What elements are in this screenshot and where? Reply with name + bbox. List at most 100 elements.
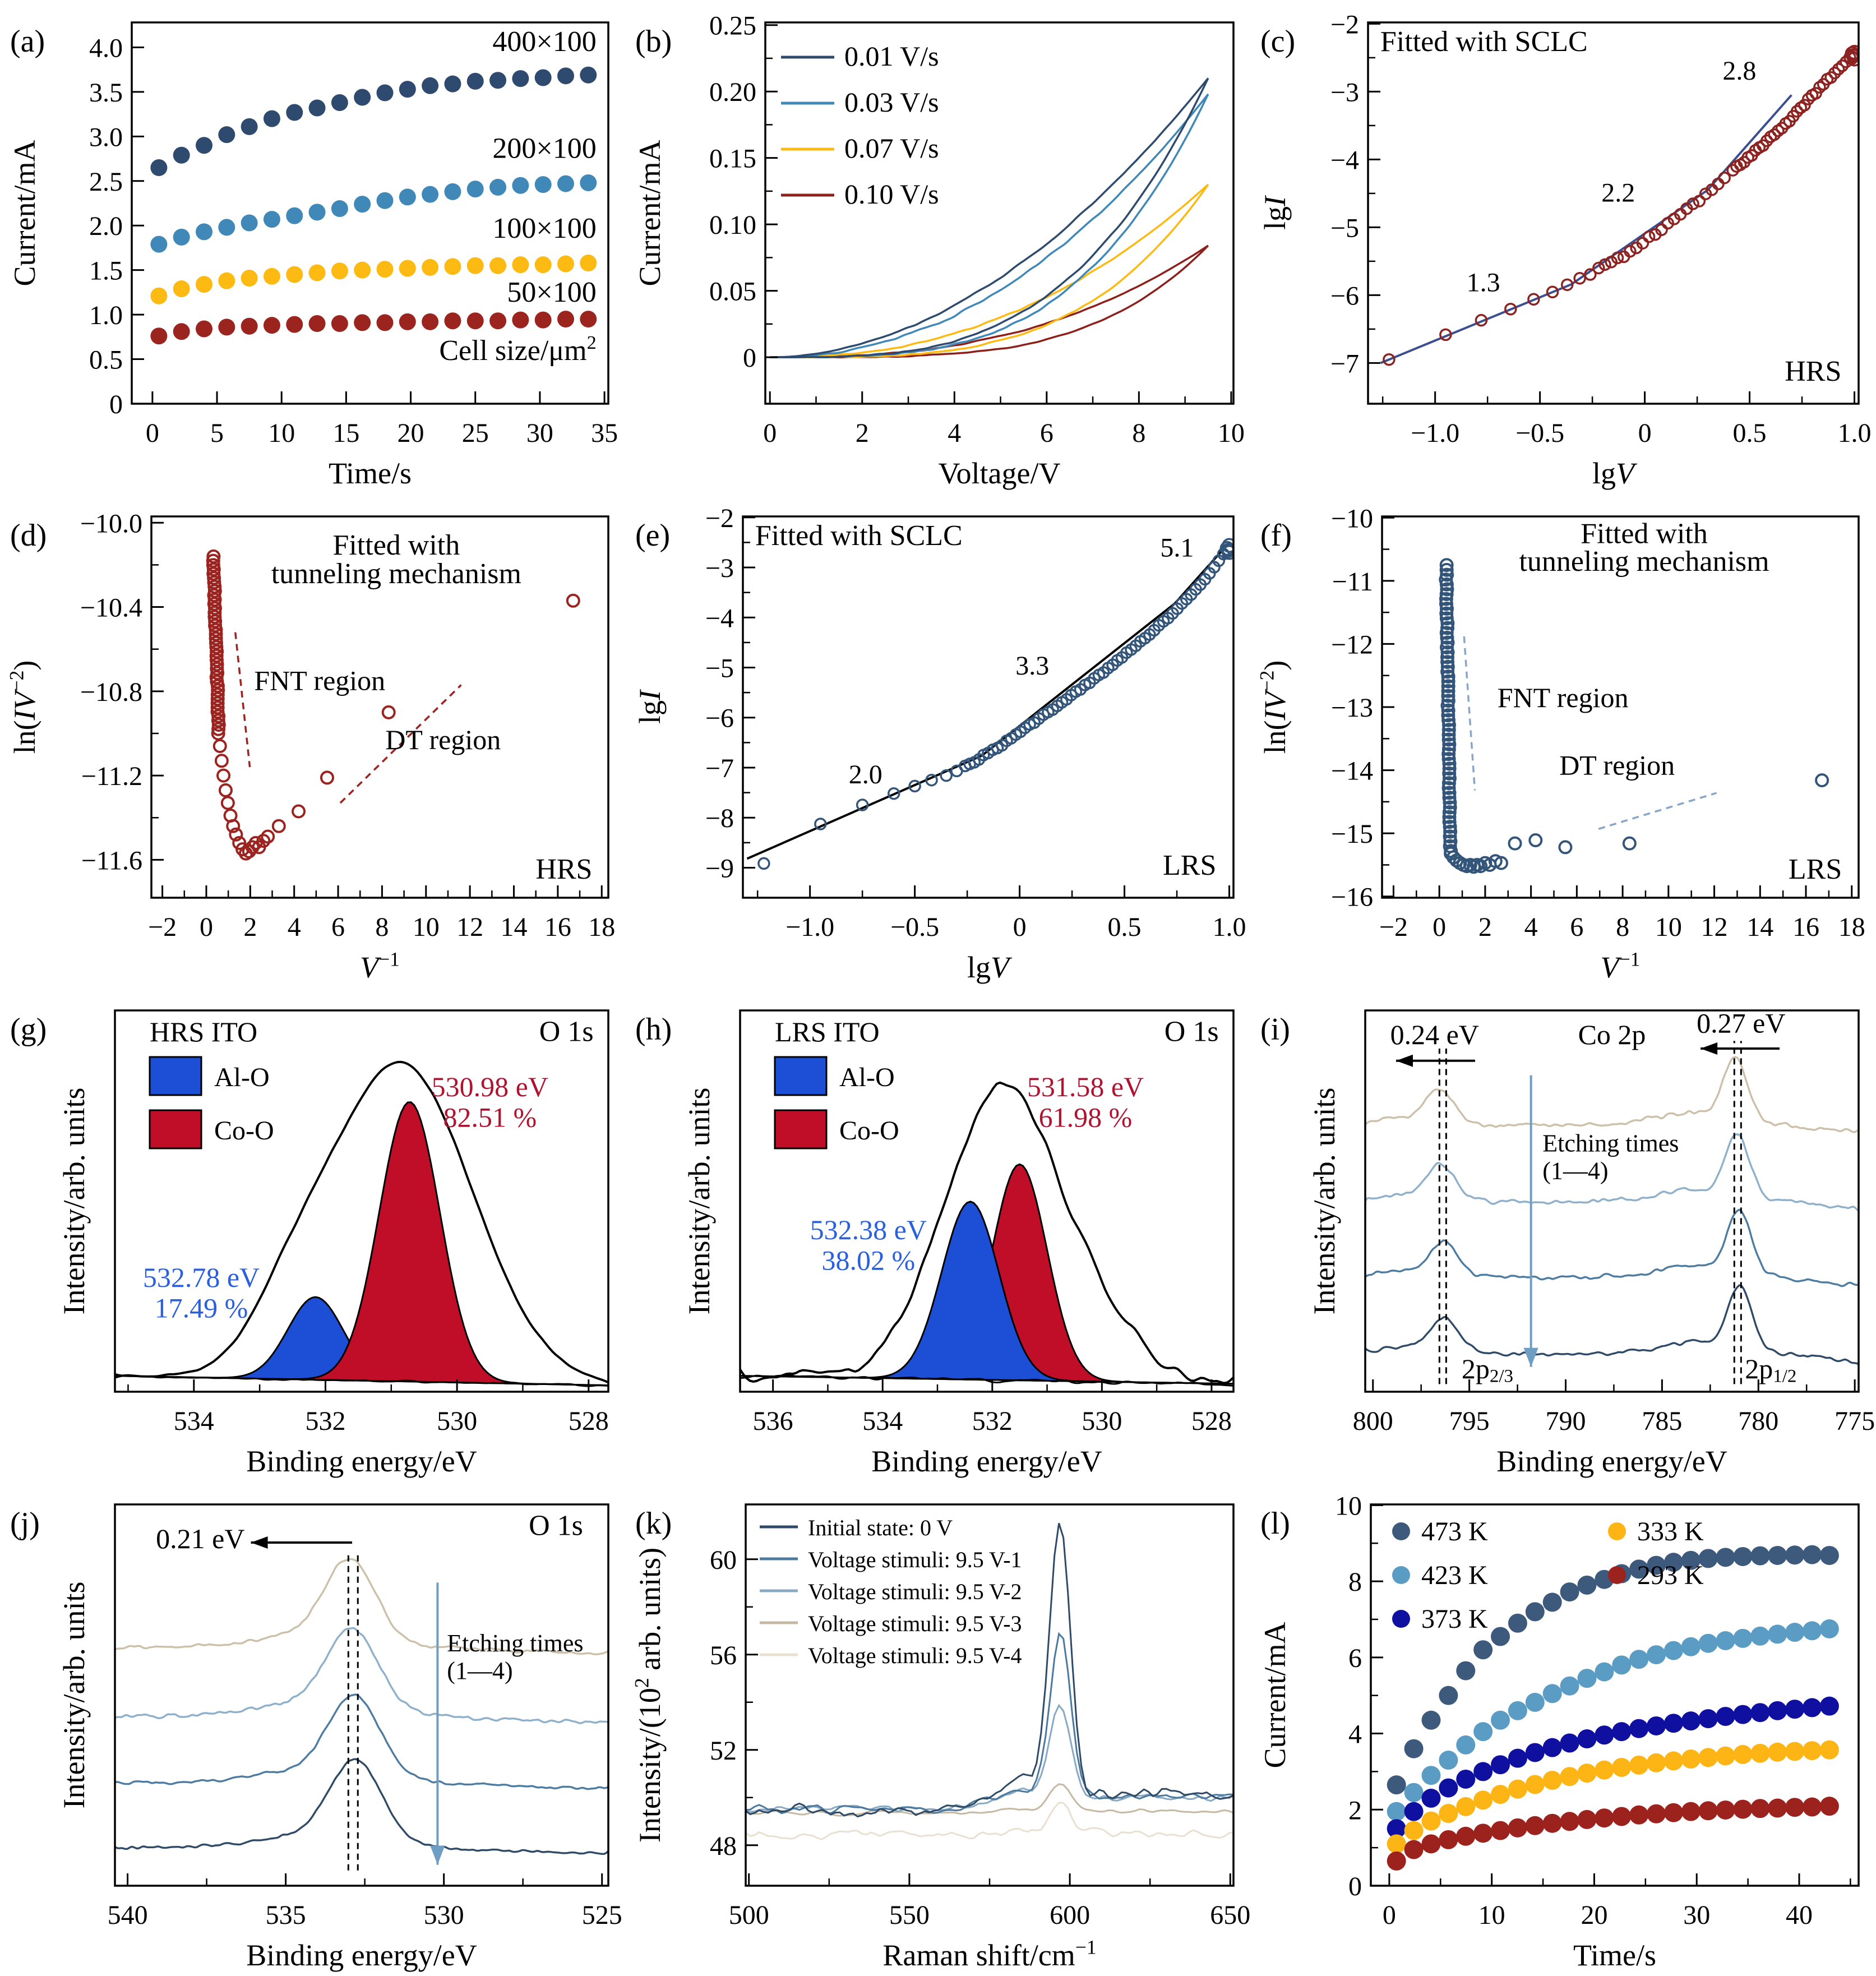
data-point (173, 280, 190, 298)
x-tick-label: 5 (210, 418, 224, 448)
y-tick-label: −10.8 (80, 677, 142, 707)
data-point (218, 783, 233, 797)
data-point (1785, 1798, 1805, 1817)
y-tick-label: −10.4 (80, 593, 142, 623)
annotation: DT region (385, 724, 501, 755)
y-tick-label: 8 (1348, 1567, 1362, 1597)
panel-letter: (h) (635, 1012, 672, 1047)
data-point (286, 104, 303, 121)
data-point (1750, 1626, 1770, 1646)
plot-content (115, 1552, 608, 1871)
legend-label: Al-O (839, 1063, 895, 1092)
legend-swatch (774, 1056, 828, 1096)
y-axis-title: Intensity/arb. units (682, 1088, 716, 1315)
x-tick-label: 10 (413, 912, 440, 942)
data-point (1664, 1714, 1683, 1733)
annotation: HRS (1785, 356, 1841, 387)
data-point (1768, 1742, 1787, 1762)
data-point (1832, 63, 1845, 76)
data-point (1595, 1725, 1614, 1745)
annotation: Fitted with SCLC (1380, 26, 1588, 58)
legend-swatch (1392, 1610, 1410, 1628)
x-tick-label: 550 (889, 1900, 930, 1930)
data-point (1846, 48, 1859, 63)
data-point (1441, 674, 1455, 689)
data-point (1383, 353, 1396, 366)
legend-label: Co-O (214, 1116, 274, 1146)
panel-c-chart: −1.0 −0.5 0 0.5 1.0 −7 −6 −5 −4 −3 −2 (c) lgV lgI Fitt… (1258, 10, 1872, 490)
y-tick-label: 0 (109, 390, 123, 419)
data-point (1612, 1757, 1632, 1777)
legend-label: Voltage stimuli: 9.5 V-4 (808, 1643, 1022, 1668)
data-point (422, 313, 439, 330)
spectrum-trace (1365, 1284, 1859, 1365)
data-point (580, 66, 597, 84)
x-tick-label: 8 (1132, 418, 1145, 448)
annotation: 2.2 (1601, 178, 1635, 208)
data-point (1716, 1800, 1735, 1820)
data-point (1421, 1766, 1441, 1785)
panel-g-chart: 534 532 530 528 (g) Binding energy/eV Intensit… (10, 1009, 609, 1478)
data-point (308, 99, 326, 117)
data-point (1733, 1744, 1753, 1764)
legend-label: 473 K (1421, 1517, 1488, 1546)
data-point (1542, 1684, 1562, 1703)
data-point (195, 276, 212, 293)
y-tick-label: 10 (1335, 1491, 1362, 1521)
data-point (150, 327, 168, 345)
panel-f: −2 0 2 4 6 8 10 12 14 16 18 −16 −15 −14 −13 −12 −11 −10 (f… (1250, 494, 1876, 988)
x-tick-label: 10 (1218, 418, 1245, 448)
data-point (422, 77, 439, 94)
x-tick-label: 534 (174, 1406, 214, 1436)
data-point (210, 691, 225, 706)
region-dash-line (339, 684, 462, 804)
data-point (1441, 723, 1456, 737)
data-point (1577, 1729, 1597, 1749)
data-point (292, 804, 306, 819)
data-point (211, 683, 225, 698)
panel-l-chart: 0 10 20 30 40 0 2 4 6 8 10 (l) Time/s Current/mA 473 K… (1258, 1491, 1860, 1972)
data-point (1750, 1799, 1770, 1818)
x-tick-label: 14 (501, 912, 528, 942)
panel-letter: (a) (10, 24, 45, 59)
iv-loop (770, 183, 1209, 359)
annotation: 400×100 (492, 26, 596, 58)
data-point (1819, 1545, 1839, 1565)
y-tick-label: 0.20 (709, 77, 756, 107)
plot-content (1380, 44, 1859, 366)
data-point (1716, 1746, 1735, 1766)
data-point (466, 72, 484, 90)
data-point (1440, 621, 1455, 635)
data-point (1698, 1549, 1718, 1568)
panel-j: 540 535 530 525 (j) Binding energy/eV Intensit… (0, 1482, 625, 1976)
data-point (1698, 1709, 1718, 1729)
data-point (376, 84, 394, 101)
data-point (1611, 251, 1624, 265)
data-point (1681, 1802, 1701, 1821)
plot-decorations: −1.0 −0.5 0 0.5 1.0 −7 −6 −5 −4 −3 −2 (1330, 10, 1872, 448)
data-point (1647, 1753, 1666, 1772)
data-point (557, 67, 574, 85)
data-point (206, 562, 221, 576)
x-tick-label: 525 (582, 1900, 622, 1930)
panel-k-chart: 500 550 600 650 48 52 56 60 (k) Raman shift/cm−1 I… (630, 1503, 1250, 1972)
data-point (376, 261, 394, 278)
data-point (331, 94, 348, 111)
annotation: (1—4) (447, 1657, 512, 1684)
data-point (1768, 128, 1781, 141)
data-point (399, 81, 416, 98)
xps-baseline (115, 1373, 608, 1387)
data-point (1819, 1696, 1839, 1716)
data-point (1629, 1719, 1649, 1738)
data-point (210, 687, 225, 702)
data-point (534, 69, 552, 86)
x-tick-label: 16 (544, 912, 571, 942)
data-point (1441, 694, 1455, 708)
y-tick-label: 0.25 (709, 11, 756, 41)
data-point (1803, 1741, 1822, 1761)
x-tick-label: 20 (398, 418, 424, 448)
x-tick-label: −0.5 (890, 912, 939, 942)
data-point (940, 769, 953, 782)
data-point (1439, 558, 1454, 573)
data-point (320, 770, 334, 785)
